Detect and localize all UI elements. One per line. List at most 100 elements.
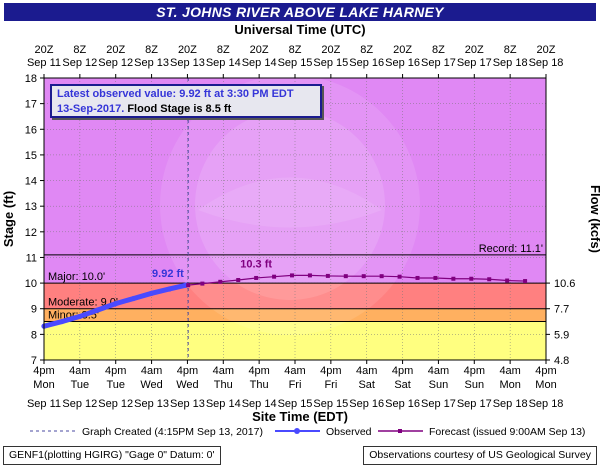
- bottom-tick-time: 4am: [356, 365, 377, 377]
- flood-label-moderate: Moderate: 9.0': [48, 297, 118, 309]
- top-tick-label: 8Z: [360, 44, 373, 56]
- bottom-tick-date: Sep 14: [242, 398, 277, 410]
- bottom-tick-date: Sep 18: [529, 398, 564, 410]
- bottom-tick-day: Thu: [250, 379, 269, 391]
- left-axis-title: Stage (ft): [1, 191, 16, 247]
- observed-point: [113, 301, 119, 307]
- y-tick-label: 10: [25, 278, 37, 290]
- bottom-tick-date: Sep 15: [313, 398, 348, 410]
- top-tick-label: 20Z: [250, 44, 269, 56]
- observed-point: [95, 307, 101, 313]
- bottom-tick-date: Sep 14: [206, 398, 241, 410]
- right-tick-label: 5.9: [554, 329, 569, 341]
- bottom-tick-date: Sep 15: [278, 398, 313, 410]
- footer-credit: Observations courtesy of US Geological S…: [363, 446, 597, 465]
- forecast-point: [505, 278, 510, 283]
- observed-point: [77, 313, 83, 320]
- top-tick-date: Sep 12: [62, 57, 97, 69]
- bottom-tick-date: Sep 16: [385, 398, 420, 410]
- forecast-point: [290, 273, 295, 278]
- bottom-tick-time: 4am: [499, 365, 520, 377]
- bottom-tick-day: Wed: [176, 379, 198, 391]
- y-tick-label: 17: [25, 99, 37, 111]
- info-line-1: Latest observed value: 9.92 ft at 3:30 P…: [57, 88, 294, 100]
- top-tick-date: Sep 12: [98, 57, 133, 69]
- forecast-point: [415, 275, 420, 280]
- bottom-tick-date: Sep 11: [27, 398, 61, 410]
- noaa-watermark-ring: [160, 75, 420, 335]
- observed-point: [148, 290, 155, 296]
- top-axis-title: Universal Time (UTC): [234, 22, 365, 37]
- forecast-point: [200, 281, 205, 286]
- observed-point: [59, 318, 65, 325]
- forecast-point: [254, 275, 259, 280]
- forecast-point: [325, 273, 330, 278]
- bottom-tick-day: Tue: [71, 379, 90, 391]
- top-tick-date: Sep 18: [529, 57, 564, 69]
- bottom-tick-time: 4pm: [464, 365, 485, 377]
- top-tick-label: 8Z: [73, 44, 86, 56]
- top-tick-date: Sep 17: [421, 57, 456, 69]
- bottom-tick-date: Sep 13: [134, 398, 169, 410]
- y-tick-label: 12: [25, 227, 37, 239]
- legend-created-label: Graph Created (4:15PM Sep 13, 2017): [82, 426, 263, 438]
- bottom-axis-title: Site Time (EDT): [252, 409, 348, 424]
- top-tick-date: Sep 18: [493, 57, 528, 69]
- forecast-point: [186, 283, 191, 288]
- forecast-point: [451, 276, 456, 281]
- bottom-tick-date: Sep 12: [62, 398, 97, 410]
- bottom-tick-day: Fri: [289, 379, 302, 391]
- top-tick-label: 20Z: [178, 44, 197, 56]
- top-tick-label: 20Z: [465, 44, 484, 56]
- forecast-point: [487, 277, 492, 282]
- top-tick-label: 8Z: [289, 44, 302, 56]
- bottom-tick-date: Sep 17: [421, 398, 456, 410]
- info-date: 13-Sep-2017.: [57, 103, 125, 115]
- forecast-point: [433, 275, 438, 280]
- top-tick-label: 20Z: [35, 44, 54, 56]
- legend-forecast-marker: [398, 429, 402, 433]
- observed-point: [166, 286, 173, 292]
- bottom-tick-time: 4am: [213, 365, 234, 377]
- legend-observed-marker: [294, 428, 300, 434]
- bottom-tick-time: 4pm: [105, 365, 126, 377]
- top-tick-label: 20Z: [106, 44, 125, 56]
- y-tick-label: 9: [31, 304, 37, 316]
- bottom-tick-day: Sun: [429, 379, 449, 391]
- top-tick-label: 20Z: [393, 44, 412, 56]
- bottom-tick-date: Sep 17: [457, 398, 492, 410]
- info-line-2: 13-Sep-2017. Flood Stage is 8.5 ft: [57, 102, 315, 117]
- forecast-point: [397, 274, 402, 279]
- bottom-tick-time: 4pm: [320, 365, 341, 377]
- right-axis-title: Flow (kcfs): [588, 185, 600, 253]
- hydrograph-chart: Record: 11.1' Major: 10.0' Moderate: 9.0' M…: [1, 22, 600, 438]
- top-tick-date: Sep 16: [385, 57, 420, 69]
- y-tick-label: 7: [31, 355, 37, 367]
- top-tick-date: Sep 13: [134, 57, 169, 69]
- bottom-tick-time: 4am: [428, 365, 449, 377]
- bottom-tick-time: 4pm: [535, 365, 556, 377]
- noaa-watermark-bird: [198, 177, 382, 228]
- bottom-tick-day: Mon: [499, 379, 520, 391]
- top-tick-label: 8Z: [432, 44, 445, 56]
- top-tick-date: Sep 11: [27, 57, 61, 69]
- title-bar: ST. JOHNS RIVER ABOVE LAKE HARNEY: [4, 3, 596, 21]
- observed-value-label: 9.92 ft: [152, 268, 184, 280]
- y-tick-label: 14: [25, 176, 37, 188]
- bottom-tick-date: Sep 12: [98, 398, 133, 410]
- bottom-tick-time: 4pm: [177, 365, 198, 377]
- forecast-point: [307, 273, 312, 278]
- bottom-tick-day: Sun: [464, 379, 484, 391]
- bottom-tick-day: Sat: [394, 379, 411, 391]
- forecast-point: [361, 274, 366, 279]
- top-tick-date: Sep 14: [242, 57, 277, 69]
- y-tick-label: 13: [25, 201, 37, 213]
- bottom-tick-date: Sep 16: [349, 398, 384, 410]
- latest-observed-box: Latest observed value: 9.92 ft at 3:30 P…: [50, 84, 322, 118]
- top-tick-date: Sep 16: [349, 57, 384, 69]
- forecast-point: [218, 279, 223, 284]
- footer-datum: GENF1(plotting HGIRG) "Gage 0" Datum: 0': [3, 446, 221, 465]
- bottom-tick-date: Sep 13: [170, 398, 205, 410]
- top-tick-date: Sep 15: [278, 57, 313, 69]
- bottom-tick-time: 4am: [69, 365, 90, 377]
